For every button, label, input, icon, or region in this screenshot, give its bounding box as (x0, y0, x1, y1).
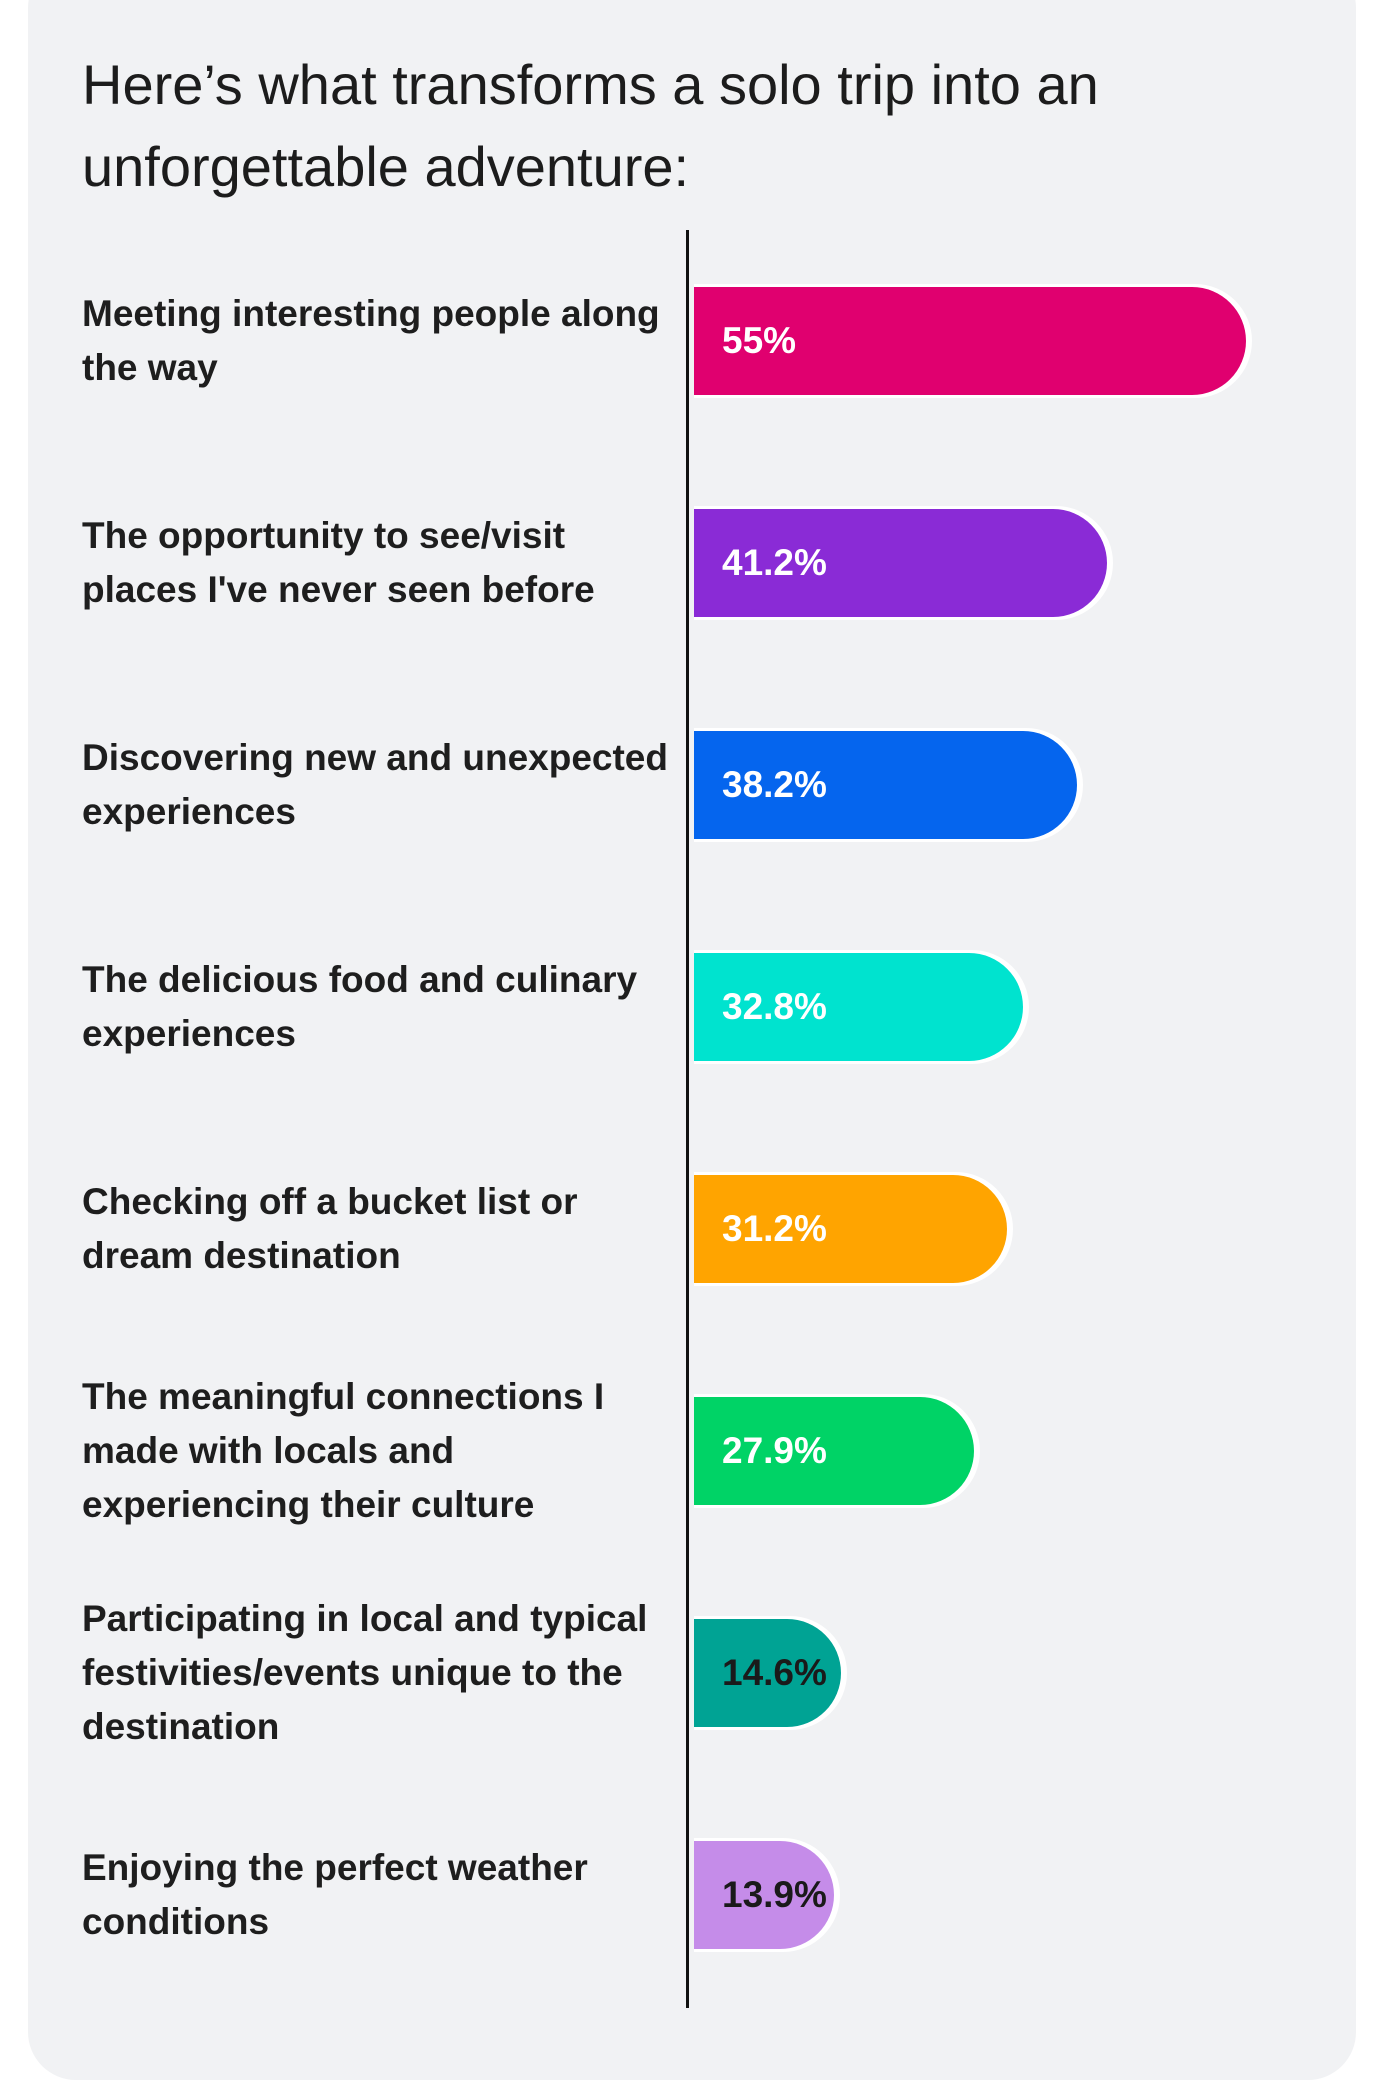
data-label: 27.9% (722, 1430, 827, 1471)
data-label: 14.6% (722, 1652, 827, 1693)
bar: 27.9% (694, 1397, 974, 1505)
category-label: Enjoying the perfect weather conditions (82, 1847, 588, 1942)
category-label: The delicious food and culinary experien… (82, 959, 638, 1054)
data-label: 13.9% (722, 1874, 827, 1915)
category-label: The opportunity to see/visit places I've… (82, 515, 595, 610)
bar: 14.6% (694, 1619, 841, 1727)
bar: 32.8% (694, 953, 1023, 1061)
category-label: Meeting interesting people along the way (82, 293, 660, 388)
chart-title: Here’s what transforms a solo trip into … (82, 53, 1099, 198)
data-label: 32.8% (722, 986, 827, 1027)
bar: 13.9% (694, 1841, 834, 1949)
category-label: Participating in local and typical festi… (82, 1598, 648, 1747)
bar: 55% (694, 287, 1246, 395)
data-label: 41.2% (722, 542, 827, 583)
bar: 38.2% (694, 731, 1077, 839)
category-label: The meaningful connections I made with l… (82, 1376, 605, 1525)
data-label: 38.2% (722, 764, 827, 805)
bar: 41.2% (694, 509, 1107, 617)
bar: 31.2% (694, 1175, 1007, 1283)
data-label: 31.2% (722, 1208, 827, 1249)
data-label: 55% (722, 320, 797, 361)
category-label: Discovering new and unexpected experienc… (82, 737, 668, 832)
category-label: Checking off a bucket list or dream dest… (82, 1181, 578, 1276)
category-axis-line (686, 230, 689, 2008)
